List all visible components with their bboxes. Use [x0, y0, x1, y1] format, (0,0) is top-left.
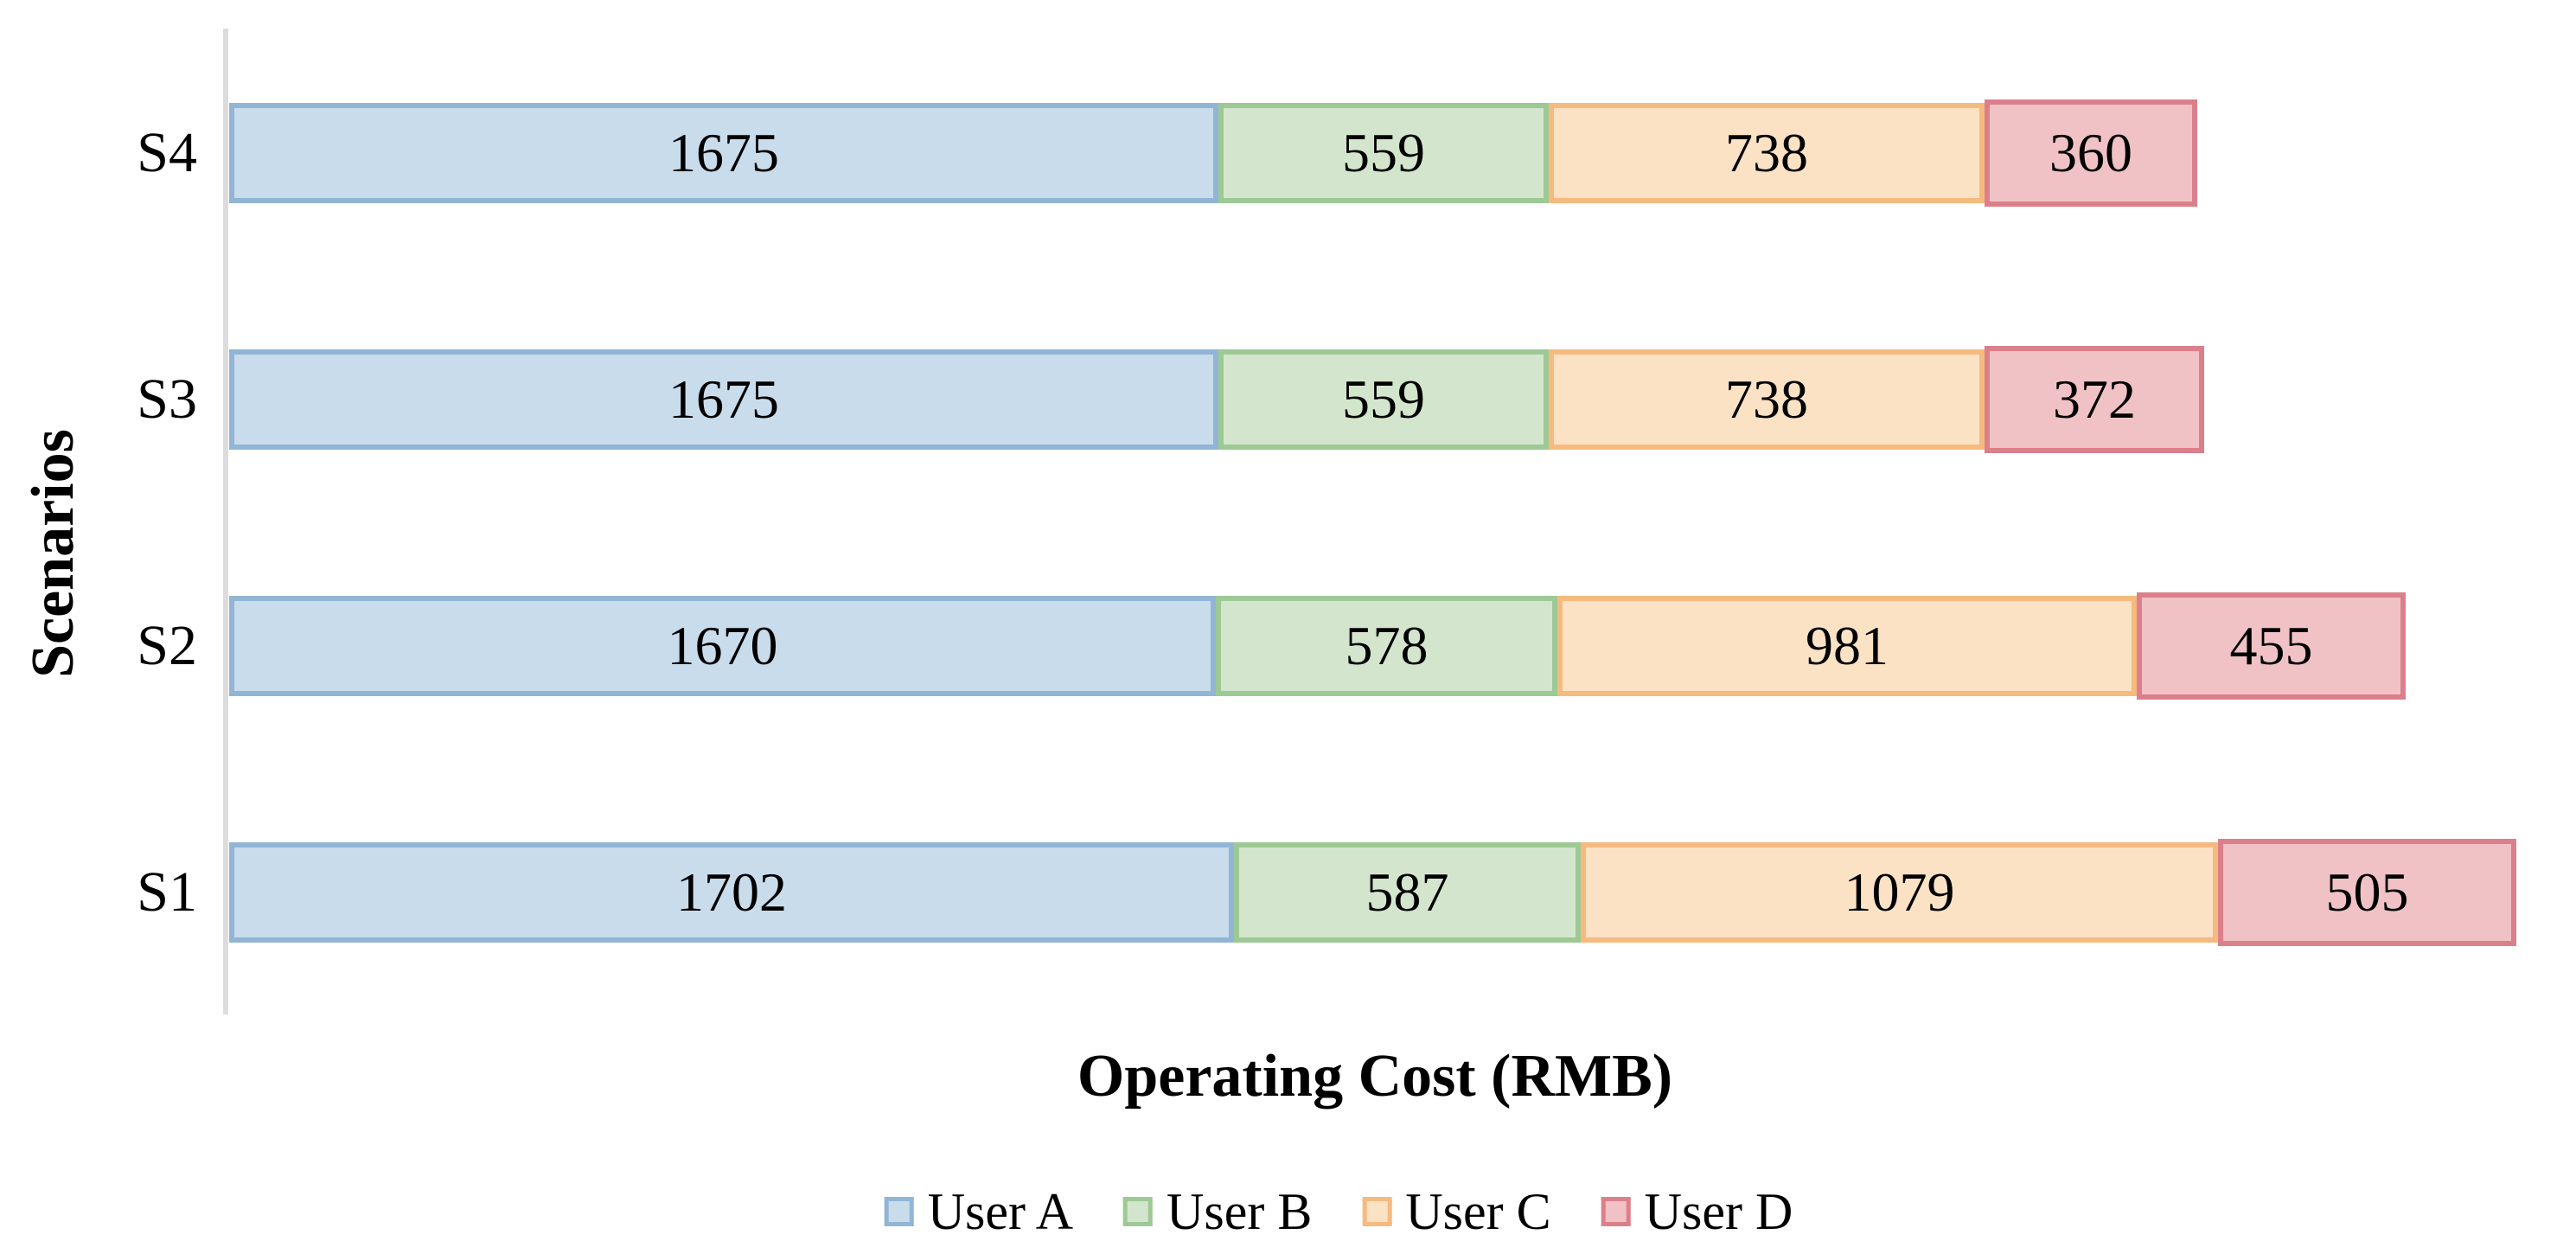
legend: User A User B User C User D — [884, 1183, 1793, 1240]
bar-segment-user-c-s1: 1079 — [1581, 842, 2218, 943]
bar-value-label: 559 — [1342, 122, 1425, 183]
y-tick-label-s3: S3 — [137, 368, 197, 431]
bar-value-label: 738 — [1725, 368, 1808, 430]
bar-segment-user-b-s1: 587 — [1234, 842, 1581, 943]
bar-value-label: 372 — [2053, 368, 2136, 430]
bar-value-label: 738 — [1725, 122, 1808, 183]
bar-row-s1: 1702 587 1079 505 — [229, 839, 2516, 946]
x-axis-title: Operating Cost (RMB) — [1077, 1043, 1673, 1110]
y-tick-label-s2: S2 — [137, 614, 197, 677]
bar-segment-user-c-s3: 738 — [1549, 349, 1985, 450]
bar-segment-user-b-s2: 578 — [1216, 596, 1557, 696]
bar-segment-user-b-s3: 559 — [1218, 349, 1549, 450]
bar-value-label: 559 — [1342, 368, 1425, 430]
bar-value-label: 587 — [1365, 861, 1449, 923]
legend-label-user-b: User B — [1167, 1183, 1313, 1240]
legend-swatch-user-b — [1123, 1197, 1154, 1226]
bar-value-label: 1702 — [676, 861, 787, 923]
bar-segment-user-a-s3: 1675 — [229, 349, 1218, 450]
bar-segment-user-c-s4: 738 — [1549, 103, 1985, 203]
y-tick-label-s1: S1 — [137, 860, 197, 924]
legend-swatch-user-c — [1362, 1197, 1392, 1226]
bar-segment-user-d-s1: 505 — [2218, 839, 2516, 946]
bar-value-label: 1675 — [668, 122, 779, 183]
y-tick-label-s4: S4 — [137, 121, 197, 184]
legend-swatch-user-d — [1601, 1197, 1631, 1226]
bar-value-label: 981 — [1806, 615, 1889, 676]
legend-label-user-a: User A — [927, 1183, 1074, 1240]
bar-value-label: 1079 — [1844, 861, 1955, 923]
bar-value-label: 455 — [2229, 615, 2313, 676]
bar-segment-user-a-s4: 1675 — [229, 103, 1218, 203]
y-axis-line — [223, 29, 228, 1014]
bar-row-s3: 1675 559 738 372 — [229, 346, 2204, 453]
bar-value-label: 1675 — [668, 368, 779, 430]
legend-item-user-c: User C — [1362, 1183, 1551, 1240]
bar-value-label: 1670 — [667, 615, 778, 676]
legend-item-user-b: User B — [1123, 1186, 1312, 1238]
bar-segment-user-d-s2: 455 — [2137, 592, 2406, 700]
legend-item-user-d: User D — [1601, 1186, 1793, 1238]
bar-segment-user-a-s2: 1670 — [229, 596, 1216, 696]
bar-segment-user-a-s1: 1702 — [229, 842, 1234, 943]
plot-area: S4 1675 559 738 360 S3 1675 559 738 372 S2 1670 578 9… — [137, 99, 2516, 946]
bar-value-label: 360 — [2049, 122, 2132, 183]
bar-segment-user-c-s2: 981 — [1557, 596, 2137, 696]
legend-label-user-d: User D — [1644, 1183, 1793, 1240]
bar-value-label: 578 — [1345, 615, 1429, 676]
bar-segment-user-b-s4: 559 — [1218, 103, 1549, 203]
bar-value-label: 505 — [2325, 861, 2409, 923]
legend-swatch-user-a — [884, 1197, 914, 1226]
bar-segment-user-d-s4: 360 — [1985, 99, 2197, 207]
legend-item-user-a: User A — [884, 1183, 1074, 1240]
bar-segment-user-d-s3: 372 — [1985, 346, 2204, 453]
legend-label-user-c: User C — [1405, 1183, 1551, 1240]
bar-row-s2: 1670 578 981 455 — [229, 592, 2406, 700]
bar-row-s4: 1675 559 738 360 — [229, 99, 2197, 207]
